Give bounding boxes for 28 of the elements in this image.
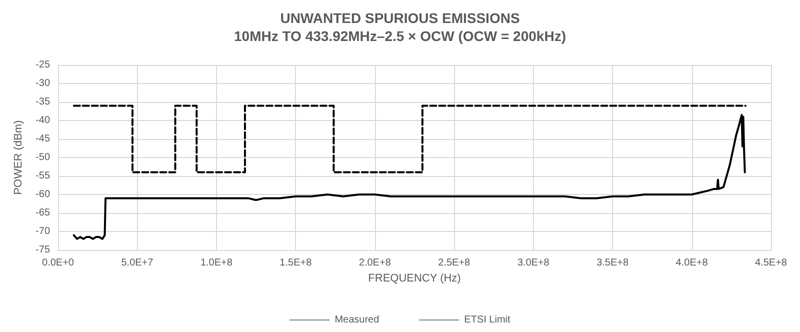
y-tick-label: -65 — [36, 208, 50, 218]
y-tick-label: -30 — [36, 78, 50, 89]
x-tick-label: 0.0E+0 — [42, 258, 74, 268]
x-tick-label: 3.0E+8 — [517, 258, 550, 268]
x-tick-label: 5.0E+7 — [121, 258, 154, 268]
y-axis-title: POWER (dBm) — [12, 120, 24, 195]
legend-label: ETSI Limit — [464, 314, 511, 326]
y-tick-label: -50 — [36, 152, 50, 163]
y-tick-label: -75 — [36, 244, 50, 256]
line-series — [72, 114, 746, 240]
x-tick-label: 4.0E+8 — [676, 258, 708, 268]
x-axis-title: FREQUENCY (Hz) — [368, 272, 461, 284]
y-tick-label: -60 — [36, 189, 50, 200]
chart-title: UNWANTED SPURIOUS EMISSIONS — [280, 10, 520, 26]
x-tick-label: 3.5E+8 — [596, 258, 629, 268]
chart-subtitle: 10MHz TO 433.92MHz–2.5 × OCW (OCW = 200kHz) — [234, 28, 566, 44]
x-tick-label: 2.5E+8 — [438, 258, 471, 268]
y-tick-label: -55 — [36, 170, 50, 182]
x-tick-label: 1.0E+8 — [200, 258, 233, 268]
x-tick-label: 1.5E+8 — [280, 258, 312, 268]
y-tick-label: -35 — [36, 96, 50, 108]
x-tick-label: 2.0E+8 — [358, 258, 392, 268]
legend-label: Measured — [334, 314, 380, 326]
y-tick-label: -45 — [36, 134, 50, 144]
y-tick-label: -70 — [36, 226, 50, 237]
y-tick-label: -25 — [36, 60, 50, 70]
y-tick-label: -40 — [36, 115, 50, 126]
x-tick-label: 4.5E+8 — [755, 258, 788, 268]
